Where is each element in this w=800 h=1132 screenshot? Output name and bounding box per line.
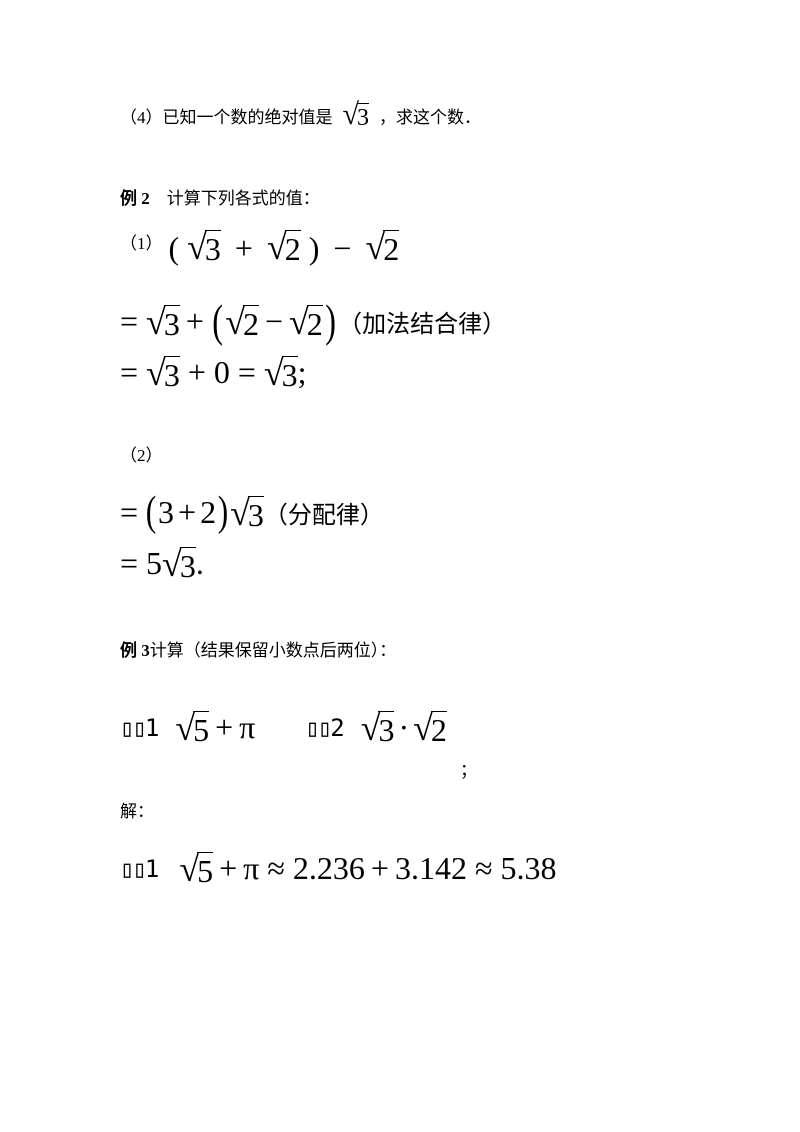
zero: 0 [214,354,230,391]
solve-label: 解： [120,797,680,822]
v2: 3.142 [395,850,467,887]
ex3-sol1: ▯▯1 √5 + π ≈ 2.236 + 3.142 ≈ 5.38 [120,850,680,887]
ex3-questions: ▯▯1 √5 + π ▯▯2 √3 · √2 [120,709,680,746]
ex2-p2-step1: = ( 3 + 2 ) √3 （分配律） [120,494,680,531]
ex2-part2-label: （2） [120,441,680,466]
ans: 5.38 [501,850,557,887]
distrib-note: （分配律） [264,495,384,530]
p4-sqrt: √ 3 [343,100,369,130]
ex2-label: 例 2 [120,184,150,209]
coef5: 5 [146,545,162,582]
q1-box: ▯▯1 [120,714,157,742]
ex3-heading: 例 3 计算（结果保留小数点后两位）： [120,636,680,661]
semicolon-row: ； [120,756,680,781]
p4-prefix: 已知一个数的绝对值是 [163,103,333,128]
p4-suffix: ，求这个数． [379,103,481,128]
q2-box: ▯▯2 [305,714,342,742]
sol1-box: ▯▯1 [120,855,157,883]
ex2-p2-result: = 5 √3 . [120,545,680,582]
pi-2: π [243,850,259,887]
v1: 2.236 [293,850,365,887]
ex2-heading: 例 2 计算下列各式的值： [120,184,680,209]
ex2-p1-expr: ( √3 + √2 ) − √2 [169,229,400,267]
assoc-note: （加法结合律） [338,304,506,339]
problem-4: （4） 已知一个数的绝对值是 √ 3 ，求这个数． [120,100,680,130]
ex2-part1: （1） ( √3 + √2 ) − √2 [120,229,680,267]
ex3-label: 例 3 [120,636,150,661]
pi-1: π [239,709,255,746]
p4-label: （4） [120,103,163,128]
ex3-intro: 计算（结果保留小数点后两位）： [150,636,397,661]
ex2-step2: = √3 + 0 = √3 ; [120,354,680,391]
ex2-intro: 计算下列各式的值： [150,184,320,209]
ex2-step1: = √3 + ( √2 − √2 ) （加法结合律） [120,303,680,340]
ex2-p1-label: （1） [120,229,163,254]
